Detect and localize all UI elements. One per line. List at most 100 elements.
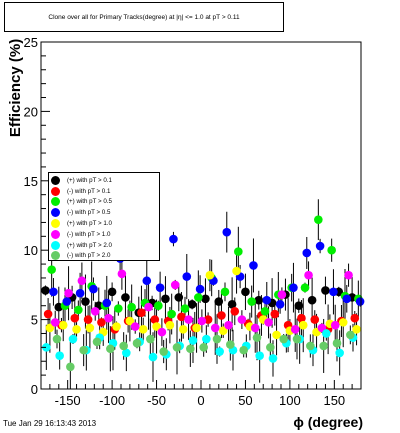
data-point <box>307 295 317 305</box>
y-tick-label: 20 <box>24 104 38 119</box>
data-point <box>210 323 220 333</box>
data-point <box>170 280 180 290</box>
data-point <box>230 306 240 316</box>
data-point <box>306 341 315 351</box>
data-point <box>294 301 304 311</box>
legend-marker <box>51 208 60 218</box>
legend-label: (+) with pT > 0.1 <box>67 176 112 184</box>
data-point <box>180 304 190 313</box>
legend-item: (-) with pT > 1.0 <box>51 229 159 240</box>
data-point <box>322 329 331 338</box>
data-point <box>268 354 278 363</box>
data-point <box>279 334 288 344</box>
data-point <box>72 325 81 334</box>
data-point <box>121 293 130 302</box>
data-point <box>169 234 178 244</box>
data-point <box>68 334 78 344</box>
data-point <box>127 302 136 312</box>
data-point <box>161 294 170 304</box>
data-point <box>41 286 50 295</box>
data-point <box>247 297 256 306</box>
data-point <box>327 245 336 255</box>
data-point <box>107 287 117 297</box>
data-point <box>217 311 226 320</box>
x-tick-label: 100 <box>279 393 301 408</box>
legend-label: (+) with pT > 0.5 <box>67 198 112 206</box>
data-point <box>187 300 197 309</box>
chart-title-box: Clone over all for Primary Tracks(degree… <box>4 2 284 32</box>
data-point <box>130 322 140 331</box>
legend-item: (-) with pT > 2.0 <box>51 251 159 262</box>
data-point <box>148 352 158 362</box>
data-point <box>215 347 224 356</box>
axis-ticks <box>40 41 362 390</box>
data-point <box>92 337 102 347</box>
data-point <box>319 341 328 351</box>
data-point <box>232 266 241 276</box>
y-tick-label: 10 <box>24 243 38 258</box>
data-point <box>241 287 250 297</box>
data-point <box>165 320 175 330</box>
legend-label: (+) with pT > 1.0 <box>67 220 112 228</box>
data-point <box>254 295 264 305</box>
data-point <box>167 309 176 319</box>
legend-marker <box>51 197 60 207</box>
y-axis-label: Efficiency (%) <box>7 39 24 137</box>
legend-item: (+) with pT > 2.0 <box>51 240 159 251</box>
data-point <box>255 351 264 360</box>
data-point <box>234 247 243 256</box>
x-tick-label: -50 <box>147 393 166 408</box>
data-point <box>146 334 155 344</box>
legend-label: (-) with pT > 2.0 <box>67 252 111 260</box>
data-point <box>346 330 355 340</box>
data-point <box>342 294 352 304</box>
datestamp: Tue Jan 29 16:13:43 2013 <box>3 419 97 428</box>
legend-item: (-) with pT > 0.5 <box>51 207 159 218</box>
data-point <box>249 261 258 270</box>
data-point <box>75 288 85 298</box>
y-tick-label: 25 <box>24 35 38 50</box>
data-point <box>330 320 340 330</box>
data-point <box>154 301 163 311</box>
data-point <box>329 287 338 297</box>
data-point <box>152 322 161 331</box>
legend-marker <box>51 186 60 196</box>
legend-marker <box>51 229 60 239</box>
data-point <box>335 348 344 358</box>
data-point <box>137 308 146 317</box>
data-point <box>298 320 308 330</box>
data-point <box>66 362 75 372</box>
data-point <box>45 323 55 333</box>
data-point <box>89 284 98 294</box>
data-point <box>138 325 148 334</box>
data-point <box>226 340 235 349</box>
data-point <box>85 323 95 333</box>
data-point <box>77 276 87 286</box>
data-point <box>47 265 56 274</box>
data-point <box>83 315 93 324</box>
data-point <box>102 298 112 308</box>
data-point <box>50 318 60 327</box>
data-point <box>119 341 128 351</box>
data-point <box>227 300 237 309</box>
y-tick-label: 5 <box>31 313 38 328</box>
data-point <box>300 283 310 292</box>
legend-item: (+) with pT > 1.0 <box>51 218 159 229</box>
data-point <box>260 306 270 316</box>
data-point <box>277 290 287 299</box>
data-point <box>252 333 262 342</box>
data-point <box>70 313 80 323</box>
data-point <box>90 306 100 316</box>
data-point <box>272 330 281 340</box>
data-point <box>202 334 211 344</box>
data-point <box>290 325 300 334</box>
legend: (+) with pT > 0.1 (-) with pT > 0.1 (+) wi… <box>48 172 160 261</box>
y-tick-label: 0 <box>31 382 38 397</box>
legend-label: (-) with pT > 0.5 <box>67 209 111 217</box>
legend-item: (-) with pT > 0.1 <box>51 186 159 197</box>
legend-marker <box>51 219 60 229</box>
data-point <box>79 345 88 355</box>
data-point <box>212 334 222 344</box>
legend-label: (-) with pT > 0.1 <box>67 187 111 195</box>
data-point <box>264 318 273 327</box>
